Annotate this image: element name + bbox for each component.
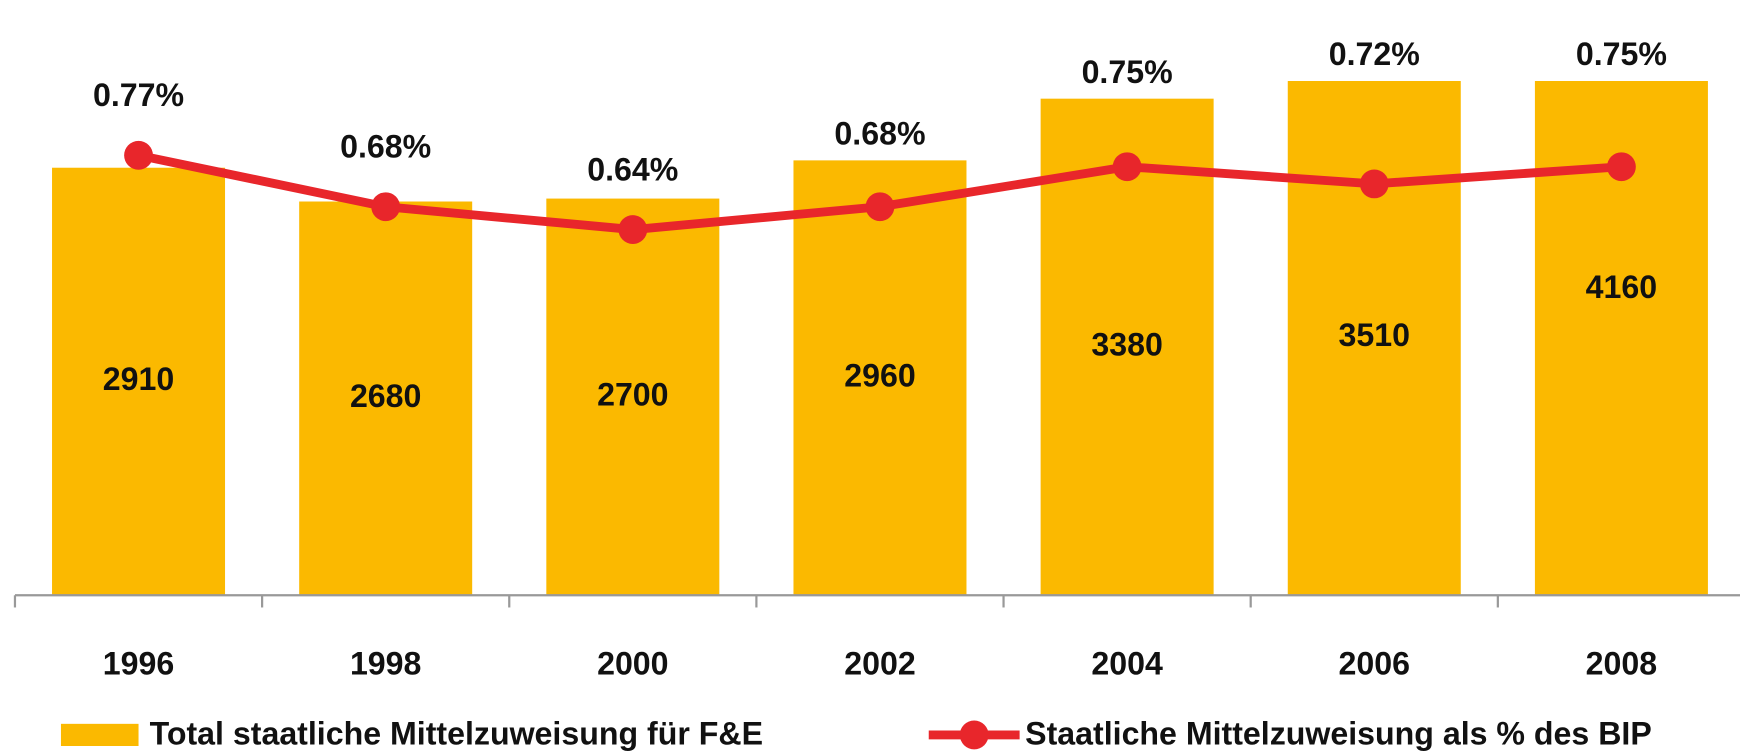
- x-tick-label: 2000: [597, 646, 668, 682]
- line-value-label: 0.68%: [834, 115, 925, 151]
- x-tick-label: 2002: [844, 646, 915, 682]
- bar-value-label: 2680: [350, 378, 421, 414]
- line-marker: [865, 192, 895, 222]
- bar: [1287, 81, 1461, 596]
- x-tick-label: 2008: [1586, 646, 1657, 682]
- bar-value-label: 3510: [1339, 317, 1410, 353]
- bar-value-label: 2910: [103, 361, 174, 397]
- line-marker: [1607, 152, 1636, 182]
- bar-value-label: 3380: [1091, 326, 1162, 362]
- line-value-label: 0.75%: [1082, 54, 1173, 90]
- legend-swatch-marker: [959, 720, 989, 750]
- bar: [793, 160, 967, 596]
- line-marker: [1112, 152, 1142, 182]
- legend-swatch: [60, 723, 139, 747]
- bar: [52, 167, 226, 596]
- line-value-label: 0.77%: [93, 77, 184, 113]
- x-tick-label: 1998: [350, 646, 421, 682]
- bar: [1040, 98, 1214, 596]
- line-marker: [1359, 169, 1389, 199]
- bar-layer: [52, 81, 1708, 596]
- line-value-label: 0.75%: [1576, 36, 1667, 72]
- bar: [546, 198, 720, 596]
- line-marker: [371, 192, 401, 222]
- bar: [299, 201, 473, 596]
- x-tick-label: 1996: [103, 646, 174, 682]
- line-value-label: 0.64%: [587, 151, 678, 187]
- line-value-label: 0.72%: [1329, 36, 1420, 72]
- line-marker: [618, 215, 648, 245]
- legend-label: Staatliche Mittelzuweisung als % des BIP: [1025, 716, 1652, 752]
- legend-label: Total staatliche Mittelzuweisung für F&E: [150, 716, 763, 752]
- line-value-label: 0.68%: [340, 129, 431, 165]
- line-marker: [124, 140, 153, 170]
- x-tick-label: 2004: [1091, 646, 1163, 682]
- x-tick-label: 2006: [1339, 646, 1410, 682]
- bar-value-label: 4160: [1586, 269, 1657, 305]
- bar-value-label: 2960: [844, 357, 915, 393]
- bar-value-label: 2700: [597, 376, 668, 412]
